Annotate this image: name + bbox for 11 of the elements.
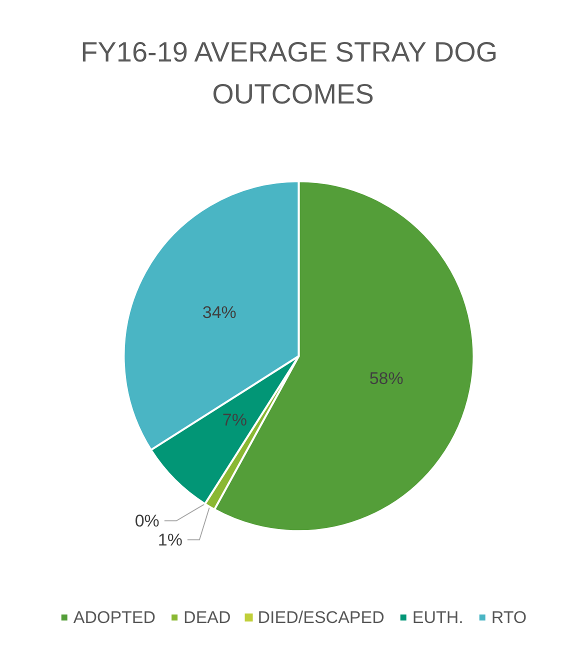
data-label: 1% — [158, 530, 182, 550]
legend-label: ADOPTED — [73, 608, 156, 627]
legend-label: DIED/ESCAPED — [258, 608, 384, 627]
data-label: 34% — [202, 303, 236, 322]
legend-label: EUTH. — [412, 608, 464, 627]
text: 0% — [134, 511, 160, 530]
data-label: 58% — [369, 369, 404, 388]
data-label: 7% — [222, 410, 247, 430]
chart-title: FY16-19 AVERAGE STRAY DOG OUTCOMES — [80, 36, 506, 110]
legend-label: RTO — [491, 608, 527, 627]
legend-label: DEAD — [184, 608, 231, 627]
